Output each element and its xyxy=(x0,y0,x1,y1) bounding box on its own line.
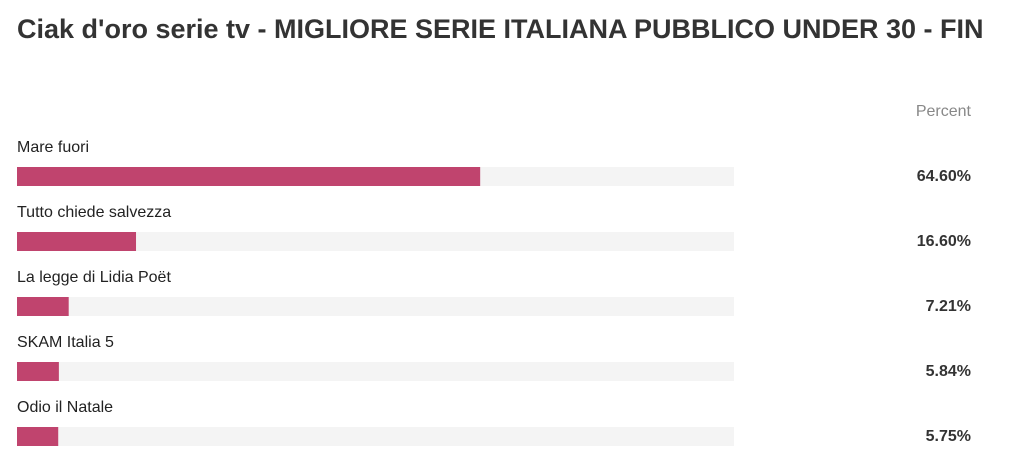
value-label: 64.60% xyxy=(917,168,971,185)
chart-title: Ciak d'oro serie tv - MIGLIORE SERIE ITA… xyxy=(17,14,984,44)
category-label: Mare fuori xyxy=(17,139,89,156)
category-label: Tutto chiede salvezza xyxy=(17,204,171,221)
bar-track xyxy=(17,297,734,316)
value-label: 16.60% xyxy=(917,233,971,250)
value-label: 7.21% xyxy=(926,298,971,315)
value-label: 5.75% xyxy=(926,428,971,445)
bar-track xyxy=(17,427,734,446)
bar-track xyxy=(17,232,734,251)
bar xyxy=(17,167,481,186)
value-header: Percent xyxy=(916,103,972,120)
bar xyxy=(17,362,59,381)
bar-track xyxy=(17,362,734,381)
bar xyxy=(17,427,59,446)
category-label: La legge di Lidia Poët xyxy=(17,269,171,286)
bar xyxy=(17,297,69,316)
category-label: SKAM Italia 5 xyxy=(17,334,114,351)
bar xyxy=(17,232,137,251)
category-label: Odio il Natale xyxy=(17,399,113,416)
value-label: 5.84% xyxy=(926,363,971,380)
